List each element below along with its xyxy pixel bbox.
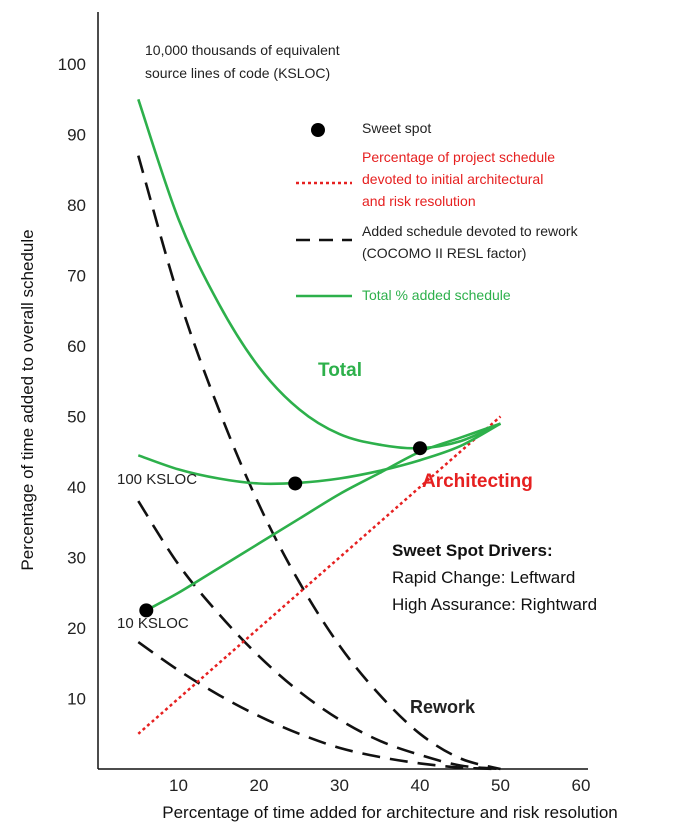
drivers-item-rapid-change: Rapid Change: Leftward — [392, 568, 575, 587]
annotation-10-ksloc: 10 KSLOC — [117, 615, 189, 632]
annotation-architecting: Architecting — [422, 471, 533, 492]
total-series-line-5 — [137, 422, 502, 486]
y-tick-label: 40 — [67, 478, 86, 497]
drivers-title: Sweet Spot Drivers: — [392, 541, 553, 560]
annotation-100-ksloc: 100 KSLOC — [117, 471, 197, 488]
x-tick-label: 20 — [250, 776, 269, 795]
sweet-spot-point-1 — [288, 476, 303, 491]
rework-series-line-1 — [137, 155, 501, 771]
y-tick-label: 80 — [67, 196, 86, 215]
y-axis-title: Percentage of time added to overall sche… — [18, 229, 37, 570]
x-tick-label: 10 — [169, 776, 188, 795]
y-tick-label: 60 — [67, 337, 86, 356]
legend-rework-label-1: Added schedule devoted to rework — [362, 223, 579, 239]
legend-architecting-label-3: and risk resolution — [362, 193, 476, 209]
y-tick-label: 100 — [58, 55, 86, 74]
drivers-item-high-assurance: High Assurance: Rightward — [392, 595, 597, 614]
legend-architecting-label-1: Percentage of project schedule — [362, 149, 555, 165]
annotation-10000-ksloc-1: 10,000 thousands of equivalent — [145, 42, 340, 58]
y-tick-label: 20 — [67, 619, 86, 638]
y-tick-label: 70 — [67, 267, 86, 286]
y-tick-label: 30 — [67, 549, 86, 568]
y-tick-label: 10 — [67, 690, 86, 709]
annotation-total: Total — [318, 360, 362, 381]
x-tick-label: 60 — [572, 776, 591, 795]
series-layer — [137, 98, 502, 771]
annotation-10000-ksloc-2: source lines of code (KSLOC) — [145, 65, 330, 81]
sweet-spot-point-2 — [413, 441, 427, 456]
sweet-spot-points — [139, 441, 427, 618]
x-tick-label: 30 — [330, 776, 349, 795]
annotation-rework: Rework — [410, 697, 476, 717]
legend-rework-label-2: (COCOMO II RESL factor) — [362, 245, 526, 261]
annotations: 10,000 thousands of equivalent source li… — [117, 42, 533, 717]
rework-series-line-3 — [137, 641, 501, 771]
x-tick-label: 40 — [411, 776, 430, 795]
total-series-line-6 — [145, 422, 501, 612]
legend: Sweet spot Percentage of project schedul… — [296, 120, 579, 303]
rework-series-line-2 — [137, 500, 501, 771]
axes: 10 20 30 40 50 60 10 20 30 40 50 60 70 80 90 100 — [58, 12, 591, 795]
sweet-spot-drivers: Sweet Spot Drivers: Rapid Change: Leftwa… — [392, 541, 597, 614]
legend-architecting-label-2: devoted to initial architectural — [362, 171, 543, 187]
x-tick-label: 50 — [491, 776, 510, 795]
legend-sweet-spot-label: Sweet spot — [362, 120, 431, 136]
architecting-series-line-0 — [137, 415, 502, 735]
y-tick-label: 50 — [67, 408, 86, 427]
legend-total-label: Total % added schedule — [362, 287, 511, 303]
sweet-spot-point-0 — [139, 603, 154, 618]
legend-sweet-spot-marker — [311, 123, 325, 137]
y-tick-label: 90 — [67, 126, 86, 145]
x-axis-title: Percentage of time added for architectur… — [162, 803, 617, 822]
